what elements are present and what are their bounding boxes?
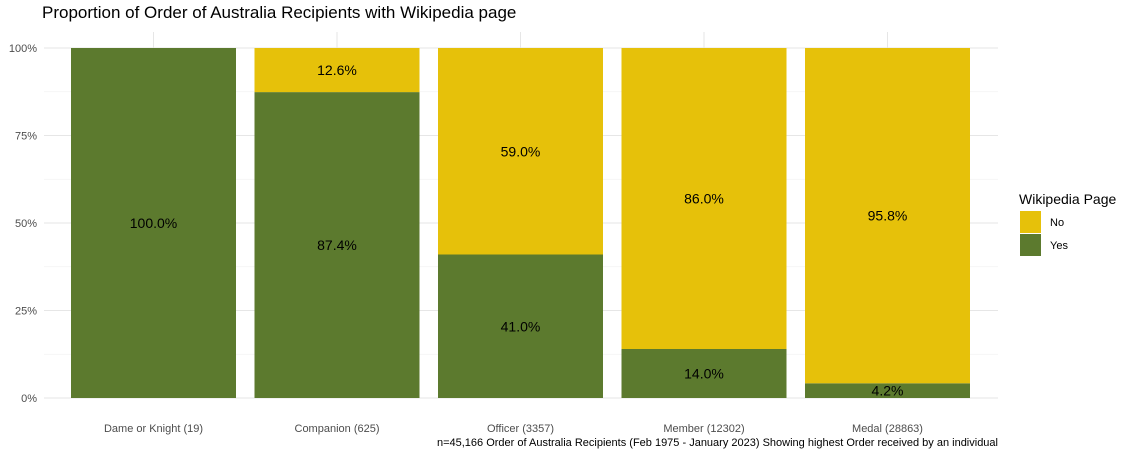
data-label: 59.0% [501, 143, 541, 159]
data-label: 4.2% [872, 383, 904, 399]
y-tick-label: 25% [15, 306, 37, 318]
y-tick-label: 100% [9, 43, 37, 55]
bar-segment-no [254, 48, 420, 93]
bar-segment-no [438, 48, 603, 255]
data-label: 41.0% [501, 318, 541, 334]
bar-segment-yes [254, 92, 420, 398]
data-label: 14.0% [684, 366, 724, 382]
data-label: 100.0% [130, 215, 177, 231]
data-label: 87.4% [317, 237, 357, 253]
bar-segment-yes [805, 383, 970, 398]
legend-label-no: No [1050, 217, 1064, 229]
bar-segment-yes [71, 48, 236, 398]
bar-segment-no [621, 48, 787, 349]
x-tick-label: Medal (28863) [852, 423, 923, 435]
x-tick-label: Member (12302) [663, 423, 744, 435]
legend-swatch-yes [1020, 234, 1041, 256]
legend-layer: Wikipedia Page No Yes [1019, 191, 1116, 256]
legend-title: Wikipedia Page [1019, 191, 1116, 207]
x-tick-label: Officer (3357) [487, 423, 554, 435]
bar-segment-yes [621, 349, 787, 398]
data-label: 12.6% [317, 62, 357, 78]
bar-segment-yes [438, 254, 603, 398]
y-tick-label: 50% [15, 218, 37, 230]
axis-layer: 0% 25% 50% 75% 100% Dame or Knight (19) Compan… [9, 43, 923, 435]
x-tick-label: Dame or Knight (19) [104, 423, 203, 435]
data-label: 86.0% [684, 191, 724, 207]
y-tick-label: 0% [21, 393, 37, 405]
y-tick-label: 75% [15, 131, 37, 143]
chart-title: Proportion of Order of Australia Recipie… [42, 3, 517, 22]
bars-layer [71, 48, 970, 398]
legend-swatch-no [1020, 211, 1041, 233]
labels-layer: 100.0% 87.4% 12.6% 41.0% 59.0% 14.0% 86.0% 4.2%… [130, 62, 908, 399]
chart-caption: n=45,166 Order of Australia Recipients (… [437, 437, 998, 449]
legend-label-yes: Yes [1050, 240, 1068, 252]
bar-segment-no [805, 48, 970, 384]
data-label: 95.8% [868, 208, 908, 224]
x-tick-label: Companion (625) [295, 423, 380, 435]
